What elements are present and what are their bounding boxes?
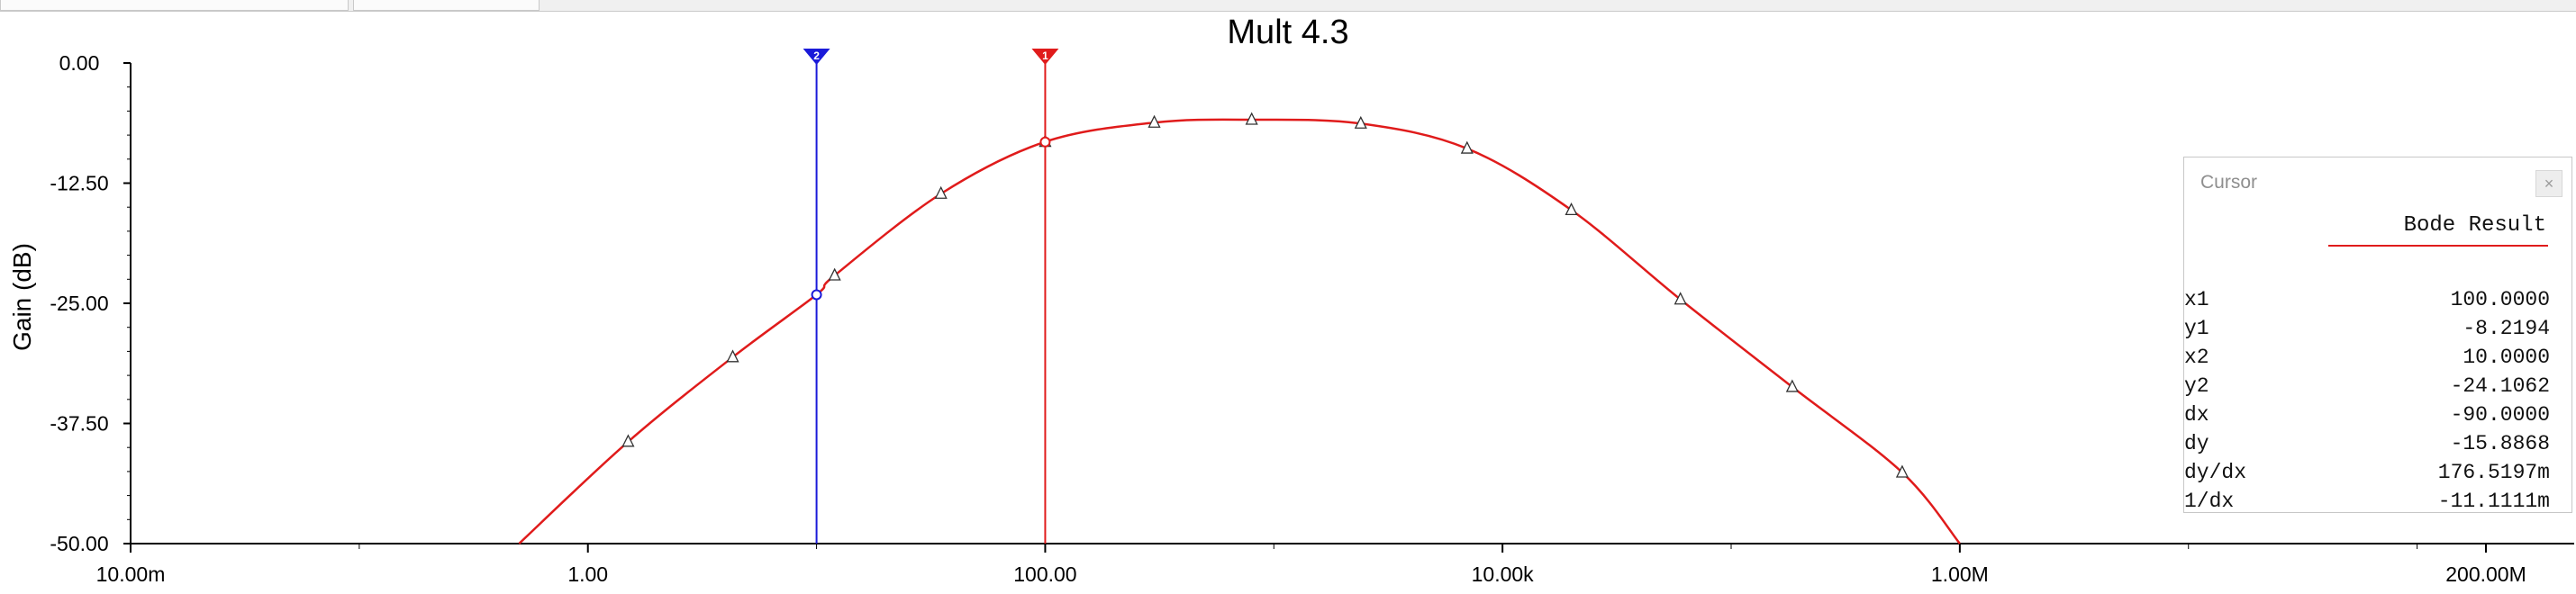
chart-title: Mult 4.3 xyxy=(1227,14,1348,51)
cursor-row-y2: y2 -24.1062 xyxy=(2184,372,2573,400)
data-point-marker xyxy=(726,349,739,363)
x-tick-label: 10.00m xyxy=(96,562,166,586)
cursor-key: x2 xyxy=(2184,346,2209,369)
cursor-value: -24.1062 xyxy=(2450,374,2550,398)
cursor-panel-title: Cursor xyxy=(2200,172,2258,193)
y-tick-label: -12.50 xyxy=(50,172,108,195)
cursor-value: 176.5197m xyxy=(2437,461,2550,484)
data-point-marker xyxy=(1565,202,1578,216)
cursor-key: dy xyxy=(2184,432,2209,455)
x-tick-label: 100.00 xyxy=(1013,562,1076,586)
cursor-layer[interactable]: 12 xyxy=(803,49,1059,544)
cursor-2-flag xyxy=(803,49,830,65)
x-tick-label: 1.00M xyxy=(1931,562,1989,586)
cursor-key: y2 xyxy=(2184,374,2209,398)
data-point-marker xyxy=(1460,140,1474,154)
tab-strip xyxy=(0,0,2576,12)
data-point-marker xyxy=(1673,292,1687,305)
cursor-row-x2: x2 10.0000 xyxy=(2184,343,2573,372)
cursor-row-x1: x1 100.0000 xyxy=(2184,285,2573,314)
cursor-row-dydx: dy/dx 176.5197m xyxy=(2184,458,2573,487)
cursor-series-name: Bode Result xyxy=(2403,213,2546,238)
tab-2[interactable] xyxy=(353,0,540,11)
y-tick-label: 0.00 xyxy=(59,51,100,75)
data-point-marker xyxy=(1785,379,1799,392)
data-point-marker xyxy=(1147,114,1161,128)
cursor-value: 10.0000 xyxy=(2463,346,2550,369)
data-point-marker xyxy=(934,185,948,199)
cursor-value: -90.0000 xyxy=(2450,403,2550,427)
cursor-key: 1/dx xyxy=(2184,490,2235,513)
y-tick-label: -37.50 xyxy=(50,412,108,436)
cursor-1-label: 1 xyxy=(1042,50,1048,62)
cursor-1-point xyxy=(1039,136,1051,148)
close-icon[interactable]: × xyxy=(2535,170,2562,197)
cursor-readout-table: x1 100.0000 y1 -8.2194 x2 10.0000 y2 -24.106… xyxy=(2184,285,2573,516)
data-point-marker xyxy=(828,267,841,281)
y-tick-label: -25.00 xyxy=(50,292,108,315)
series-layer xyxy=(518,112,1961,544)
cursor-key: y1 xyxy=(2184,317,2209,340)
x-tick-label: 200.00M xyxy=(2445,562,2526,586)
cursor-value: -15.8868 xyxy=(2450,432,2550,455)
axes: 0.00 -12.50 -25.00 -37.50 -50.00 10.00m 1.00 10… xyxy=(50,51,2574,586)
data-point-marker xyxy=(621,434,635,447)
cursor-value: -8.2194 xyxy=(2463,317,2550,340)
cursor-1-flag xyxy=(1031,49,1059,65)
cursor-row-dy: dy -15.8868 xyxy=(2184,429,2573,458)
cursor-row-dx: dx -90.0000 xyxy=(2184,400,2573,429)
x-tick-label: 10.00k xyxy=(1472,562,1535,586)
series-line xyxy=(518,118,1961,544)
tab-1[interactable] xyxy=(0,0,349,11)
cursor-2-label: 2 xyxy=(813,50,820,62)
x-tick-label: 1.00 xyxy=(567,562,608,586)
y-axis-label: Gain (dB) xyxy=(8,243,36,351)
cursor-panel[interactable]: Cursor × Bode Result x1 100.0000 y1 -8.219… xyxy=(2183,157,2572,513)
cursor-row-inv-dx: 1/dx -11.1111m xyxy=(2184,487,2573,516)
cursor-value: -11.1111m xyxy=(2437,490,2550,513)
y-tick-label: -50.00 xyxy=(50,532,108,555)
cursor-key: dx xyxy=(2184,403,2209,427)
cursor-key: dy/dx xyxy=(2184,461,2247,484)
cursor-row-y1: y1 -8.2194 xyxy=(2184,314,2573,343)
cursor-key: x1 xyxy=(2184,288,2209,311)
data-point-marker xyxy=(1354,115,1367,129)
cursor-2-point xyxy=(811,289,822,301)
cursor-series-swatch xyxy=(2328,245,2548,247)
cursor-value: 100.0000 xyxy=(2450,288,2550,311)
data-point-marker xyxy=(1245,112,1258,125)
data-point-marker xyxy=(1895,464,1909,478)
